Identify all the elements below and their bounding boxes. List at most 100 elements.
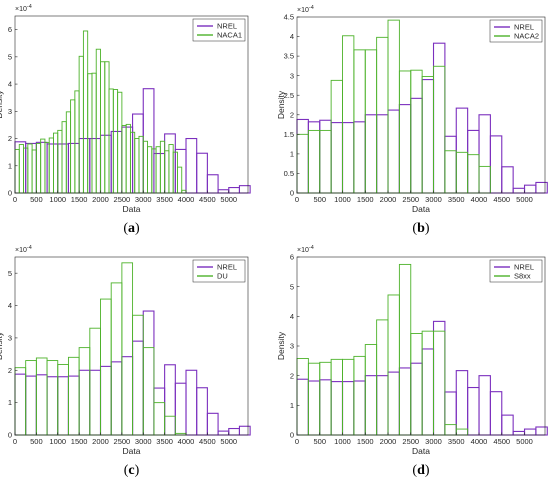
- y-tick-label: 3: [290, 71, 294, 80]
- x-tick-label: 2000: [380, 195, 397, 204]
- x-tick-label: 4500: [199, 437, 216, 446]
- y-tick-label: 0: [290, 431, 294, 440]
- y-tick-label: 2.5: [284, 91, 294, 100]
- y-tick-label: 4: [8, 301, 12, 310]
- y-tick-label: 6: [8, 25, 12, 34]
- y-exponent-label: ×10-4: [297, 245, 314, 254]
- x-tick-label: 4500: [493, 195, 510, 204]
- series-du: [14, 262, 187, 436]
- plot-area: [15, 257, 248, 435]
- y-exponent-power: -4: [309, 5, 314, 11]
- x-tick-label: 1000: [49, 195, 66, 204]
- x-tick-label: 3000: [135, 437, 152, 446]
- y-exponent-label: ×10-4: [15, 4, 32, 13]
- legend-label: NREL: [514, 263, 534, 272]
- x-tick-label: 1000: [49, 437, 66, 446]
- y-tick-label: 2: [290, 110, 294, 119]
- x-tick-label: 2000: [92, 437, 109, 446]
- axes-box: [14, 256, 249, 436]
- x-tick-label: 500: [313, 195, 326, 204]
- x-tick-label: 1500: [357, 437, 374, 446]
- x-tick-label: 4000: [178, 437, 195, 446]
- x-tick-label: 4500: [199, 195, 216, 204]
- x-axis-label: Data: [123, 446, 141, 456]
- y-tick-label: 2: [8, 366, 12, 375]
- x-tick-label: 2500: [114, 195, 131, 204]
- plot-area: [297, 17, 545, 193]
- y-axis-label: Density: [276, 331, 286, 360]
- y-axis-label: Density: [0, 90, 4, 119]
- y-tick-label: 2: [8, 134, 12, 143]
- x-axis-label: Data: [412, 446, 430, 456]
- x-tick-label: 500: [30, 195, 43, 204]
- x-tick-label: 1000: [334, 195, 351, 204]
- x-tick-label: 3500: [156, 195, 173, 204]
- x-tick-label: 5000: [220, 437, 237, 446]
- x-tick-label: 4000: [178, 195, 195, 204]
- plot-area: [15, 16, 248, 193]
- y-axis-label: Density: [0, 331, 4, 360]
- x-tick-label: 0: [295, 195, 299, 204]
- legend-label: DU: [217, 272, 228, 281]
- panel-caption: (b): [412, 221, 429, 236]
- y-tick-label: 4: [290, 312, 294, 321]
- legend-label: NREL: [217, 22, 237, 31]
- y-tick-label: 1.5: [284, 130, 294, 139]
- chart-panel-c: 0 500 1000 1500 2000 2500 3000 3500 4000 4500 5000…: [0, 245, 251, 478]
- y-tick-label: 0: [8, 431, 12, 440]
- y-tick-label: 5: [290, 282, 294, 291]
- y-exponent-power: -4: [27, 4, 32, 10]
- x-tick-label: 5000: [516, 195, 533, 204]
- y-tick-label: 4: [8, 80, 12, 89]
- y-tick-label: 1: [8, 398, 12, 407]
- y-tick-label: 4: [290, 32, 294, 41]
- x-tick-label: 2500: [114, 437, 131, 446]
- chart-panel-b: 0 500 1000 1500 2000 2500 3000 3500 4000 4500 5000…: [276, 5, 548, 236]
- y-tick-label: 3.5: [284, 52, 294, 61]
- x-tick-label: 2000: [380, 437, 397, 446]
- x-tick-label: 3500: [448, 437, 465, 446]
- panel-caption: (d): [412, 463, 429, 478]
- legend-label: NACA2: [514, 32, 539, 41]
- y-tick-label: 5: [8, 269, 12, 278]
- x-tick-label: 4500: [493, 437, 510, 446]
- x-tick-label: 3000: [135, 195, 152, 204]
- x-tick-label: 3000: [425, 195, 442, 204]
- plot-area: [297, 257, 545, 435]
- y-tick-label: 1: [290, 149, 294, 158]
- x-tick-label: 3000: [425, 437, 442, 446]
- x-tick-label: 1500: [71, 195, 88, 204]
- y-tick-label: 2: [290, 371, 294, 380]
- x-tick-label: 3500: [448, 195, 465, 204]
- axes-box: [14, 15, 249, 194]
- x-tick-label: 3500: [156, 437, 173, 446]
- y-tick-label: 1: [290, 401, 294, 410]
- panel-caption: (a): [123, 221, 140, 236]
- y-tick-label: 0: [290, 189, 294, 198]
- x-axis-label: Data: [412, 204, 430, 214]
- x-tick-label: 5000: [516, 437, 533, 446]
- x-tick-label: 0: [13, 437, 17, 446]
- axes-box: [296, 16, 546, 194]
- x-tick-label: 1500: [357, 195, 374, 204]
- y-tick-label: 3: [8, 334, 12, 343]
- y-exponent-power: -4: [27, 245, 32, 251]
- x-tick-label: 4000: [471, 437, 488, 446]
- y-tick-label: 0: [8, 189, 12, 198]
- x-tick-label: 2500: [402, 195, 419, 204]
- y-tick-label: 3: [8, 107, 12, 116]
- y-tick-label: 6: [290, 253, 294, 262]
- x-tick-label: 0: [13, 195, 17, 204]
- x-tick-label: 500: [313, 437, 326, 446]
- x-tick-label: 4000: [471, 195, 488, 204]
- chart-panel-d: 0 500 1000 1500 2000 2500 3000 3500 4000 4500 5000…: [276, 245, 548, 478]
- x-tick-label: 500: [30, 437, 43, 446]
- legend-label: NREL: [217, 263, 237, 272]
- x-tick-label: 1000: [334, 437, 351, 446]
- y-exponent-label: ×10-4: [297, 5, 314, 14]
- y-exponent-power: -4: [309, 245, 314, 251]
